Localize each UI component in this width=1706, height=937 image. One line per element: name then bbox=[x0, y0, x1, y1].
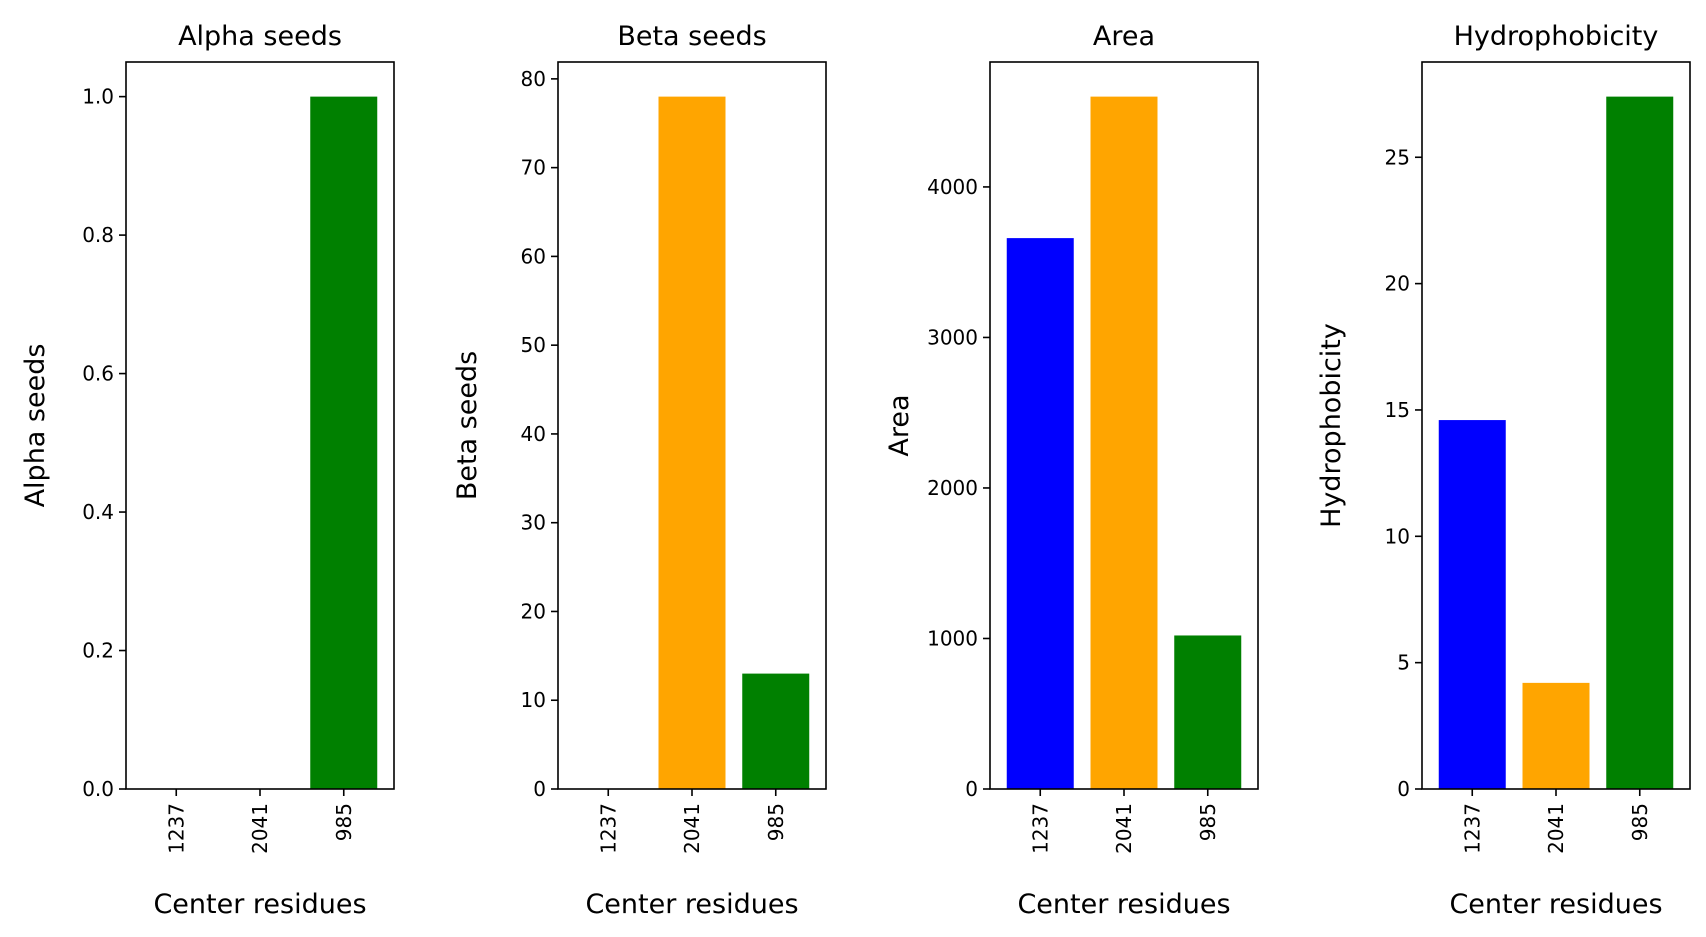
bar-2041 bbox=[658, 96, 726, 790]
bar-985 bbox=[1606, 96, 1674, 790]
x-axis-label: Center residues bbox=[153, 889, 366, 920]
x-axis-label: Center residues bbox=[1017, 889, 1230, 920]
panel-4: 0 5 10 15 20 25 1237 2041 985 Hydrophobicity Cente… bbox=[1316, 21, 1691, 920]
y-tick-label: 25 bbox=[1385, 145, 1410, 169]
y-tick-label: 0.0 bbox=[82, 777, 114, 801]
panel-1: 0.0 0.2 0.4 0.6 0.8 1.0 1237 2041 985 Alpha seeds… bbox=[20, 21, 395, 920]
y-tick-label: 60 bbox=[521, 244, 546, 268]
x-tick-label: 1237 bbox=[1460, 803, 1484, 854]
y-tick-label: 15 bbox=[1385, 398, 1410, 422]
bar-985 bbox=[742, 673, 810, 789]
x-tick-label: 985 bbox=[1196, 803, 1220, 841]
y-tick-label: 10 bbox=[1385, 524, 1410, 548]
y-tick-label: 20 bbox=[521, 599, 546, 623]
y-axis-label: Hydrophobicity bbox=[1316, 323, 1347, 528]
bar-2041 bbox=[1522, 682, 1590, 789]
x-tick-label: 2041 bbox=[1544, 803, 1568, 854]
y-axis-label: Alpha seeds bbox=[20, 344, 51, 508]
y-tick-label: 50 bbox=[521, 333, 546, 357]
y-tick-label: 10 bbox=[521, 688, 546, 712]
bar-985 bbox=[1174, 635, 1242, 789]
x-tick-label: 1237 bbox=[164, 803, 188, 854]
y-tick-label: 40 bbox=[521, 422, 546, 446]
x-tick-label: 985 bbox=[764, 803, 788, 841]
panel-title: Area bbox=[1093, 21, 1155, 52]
y-tick-label: 80 bbox=[521, 67, 546, 91]
panel-title: Hydrophobicity bbox=[1454, 21, 1659, 52]
y-tick-label: 0 bbox=[965, 777, 978, 801]
x-tick-label: 1237 bbox=[596, 803, 620, 854]
x-tick-label: 1237 bbox=[1028, 803, 1052, 854]
panel-title: Alpha seeds bbox=[178, 21, 342, 52]
bar-1237 bbox=[1438, 420, 1506, 789]
panel-2: 0 10 20 30 40 50 60 70 80 1237 2041 985 Beta seeds Ce… bbox=[452, 21, 827, 920]
panel-title: Beta seeds bbox=[617, 21, 766, 52]
x-tick-label: 2041 bbox=[680, 803, 704, 854]
y-tick-label: 3000 bbox=[927, 325, 978, 349]
x-tick-label: 2041 bbox=[248, 803, 272, 854]
y-tick-label: 30 bbox=[521, 511, 546, 535]
y-tick-label: 70 bbox=[521, 156, 546, 180]
y-tick-label: 0.4 bbox=[82, 500, 114, 524]
y-axis-label: Area bbox=[884, 394, 915, 456]
y-tick-label: 1.0 bbox=[82, 85, 114, 109]
y-tick-label: 1000 bbox=[927, 626, 978, 650]
bar-2041 bbox=[1090, 96, 1158, 790]
bar-985 bbox=[310, 96, 378, 790]
bar-1237 bbox=[1006, 238, 1074, 790]
x-tick-label: 985 bbox=[332, 803, 356, 841]
y-tick-label: 0 bbox=[1397, 777, 1410, 801]
y-tick-label: 0.8 bbox=[82, 223, 114, 247]
y-tick-label: 0 bbox=[533, 777, 546, 801]
x-tick-label: 985 bbox=[1628, 803, 1652, 841]
y-tick-label: 20 bbox=[1385, 272, 1410, 296]
y-tick-label: 0.6 bbox=[82, 362, 114, 386]
x-tick-label: 2041 bbox=[1112, 803, 1136, 854]
panel-3: 0 1000 2000 3000 4000 1237 2041 985 Area Center r… bbox=[884, 21, 1259, 920]
y-tick-label: 5 bbox=[1397, 651, 1410, 675]
y-tick-label: 2000 bbox=[927, 476, 978, 500]
x-axis-label: Center residues bbox=[585, 889, 798, 920]
x-axis-label: Center residues bbox=[1449, 889, 1662, 920]
y-tick-label: 4000 bbox=[927, 175, 978, 199]
y-tick-label: 0.2 bbox=[82, 639, 114, 663]
y-axis-label: Beta seeds bbox=[452, 351, 483, 500]
